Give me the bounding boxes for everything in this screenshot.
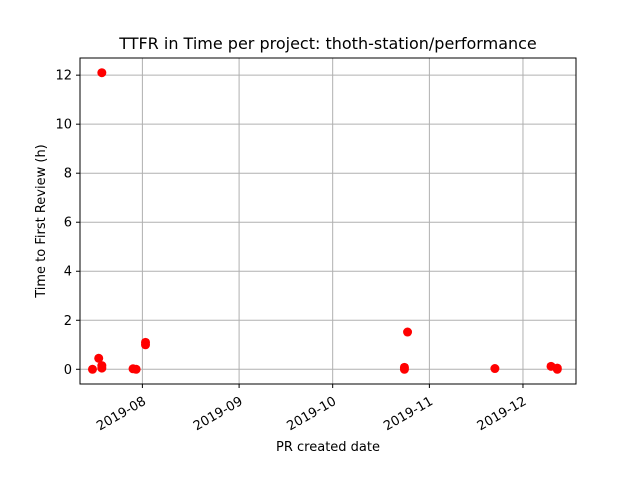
data-point [87, 364, 97, 374]
y-tick-label: 12 [55, 69, 72, 84]
y-tick-label: 0 [64, 363, 72, 378]
data-point [94, 353, 104, 363]
data-point [141, 340, 151, 350]
data-points [87, 68, 562, 374]
data-point [490, 364, 500, 374]
y-tick-label: 10 [55, 118, 72, 133]
data-point [97, 363, 107, 373]
y-tick-label: 8 [64, 167, 72, 182]
data-point [552, 364, 562, 374]
y-tick-label: 4 [64, 265, 72, 280]
y-axis-label: Time to First Review (h) [34, 144, 49, 299]
plot-frame [79, 57, 577, 385]
x-axis-label: PR created date [276, 440, 380, 455]
chart-title: TTFR in Time per project: thoth-station/… [118, 34, 537, 53]
data-point [399, 364, 409, 374]
grid [80, 58, 576, 384]
y-axis-ticks: 0 2 4 6 8 10 12 [55, 69, 80, 378]
y-tick-label: 6 [64, 216, 72, 231]
data-point [131, 364, 141, 374]
data-point [403, 327, 413, 337]
data-point [97, 68, 107, 78]
y-tick-label: 2 [64, 314, 72, 329]
